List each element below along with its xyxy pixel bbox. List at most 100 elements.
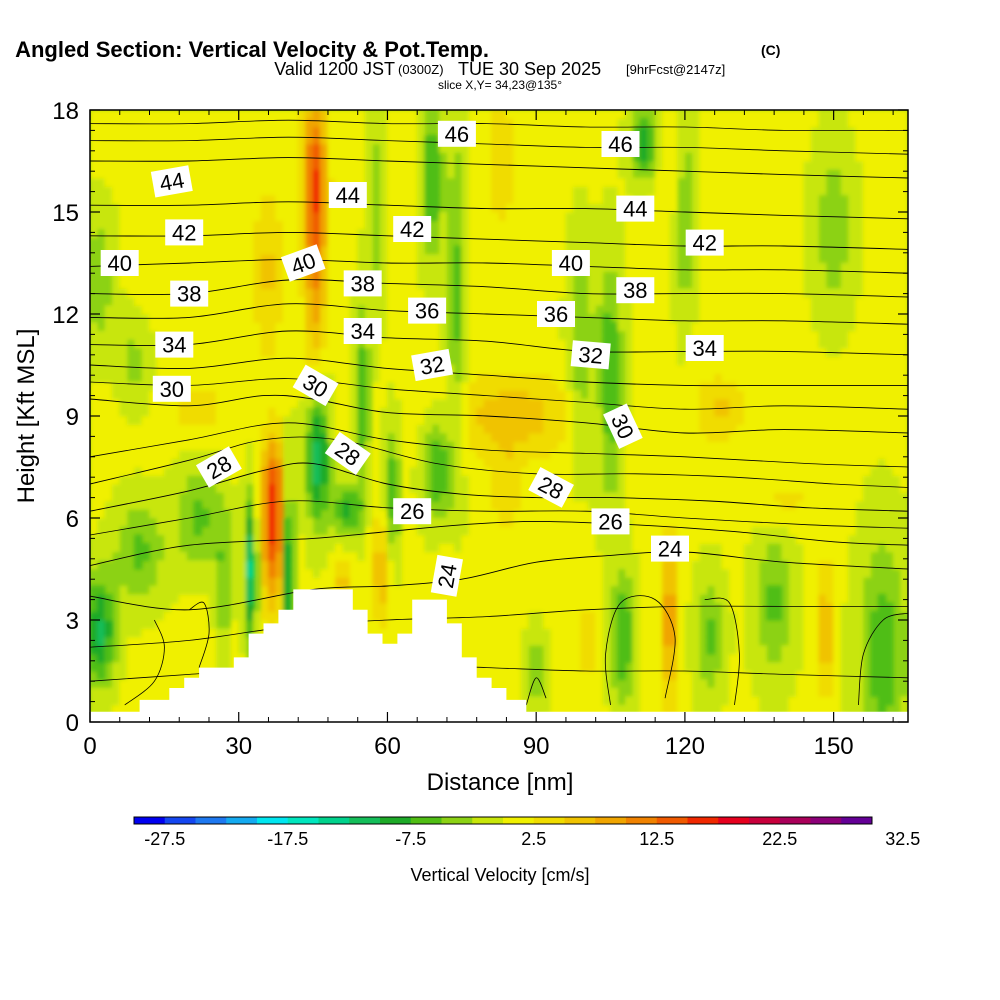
velocity-cell [781,398,790,408]
velocity-cell [833,594,842,604]
velocity-cell [260,381,269,391]
velocity-cell [513,313,522,323]
velocity-cell [149,415,158,425]
velocity-cell [364,628,373,638]
velocity-cell [662,322,671,332]
velocity-cell [595,679,604,689]
velocity-cell [171,602,180,612]
velocity-cell [483,483,492,493]
velocity-cell [803,526,812,536]
velocity-cell [401,611,411,621]
velocity-cell [97,441,106,451]
velocity-cell [245,313,254,323]
velocity-cell [461,432,470,442]
velocity-cell [781,534,790,544]
velocity-cell [468,466,478,476]
velocity-cell [810,509,820,519]
velocity-cell [216,407,225,417]
velocity-cell [253,458,262,468]
velocity-cell [662,449,671,459]
velocity-cell [163,475,173,485]
velocity-cell [684,679,693,689]
velocity-cell [744,407,753,417]
velocity-cell [119,347,128,357]
velocity-cell [342,543,351,553]
velocity-cell [803,330,812,340]
velocity-cell [855,568,864,578]
velocity-cell [178,619,188,629]
velocity-cell [171,415,180,425]
velocity-cell [186,670,195,680]
velocity-cell [401,619,411,629]
velocity-cell [751,628,760,638]
velocity-cell [833,449,842,459]
velocity-cell [848,611,857,621]
velocity-cell [714,483,723,493]
velocity-cell [134,492,143,502]
velocity-cell [662,585,671,595]
velocity-cell [387,322,396,332]
velocity-cell [825,670,835,680]
velocity-cell [528,313,537,323]
velocity-cell [439,373,448,383]
velocity-cell [260,347,269,357]
velocity-cell [610,373,619,383]
velocity-cell [654,500,663,510]
velocity-cell [163,322,173,332]
velocity-cell [565,594,574,604]
velocity-cell [260,611,269,621]
velocity-cell [163,670,173,680]
velocity-cell [416,585,426,595]
velocity-cell [90,398,98,408]
velocity-cell [104,313,113,323]
velocity-cell [788,551,797,561]
velocity-cell [483,611,492,621]
velocity-cell [357,424,366,434]
velocity-cell [387,500,396,510]
velocity-cell [253,305,262,315]
velocity-cell [677,373,686,383]
velocity-cell [119,492,128,502]
velocity-cell [275,585,284,595]
velocity-cell [327,296,336,306]
velocity-cell [744,398,753,408]
velocity-cell [818,500,827,510]
velocity-cell [870,670,879,680]
velocity-cell [632,475,641,485]
velocity-cell [446,509,455,519]
velocity-cell [216,373,225,383]
velocity-cell [90,551,98,561]
velocity-cell [134,543,143,553]
velocity-cell [877,492,887,502]
velocity-cell [773,356,782,366]
velocity-cell [736,483,745,493]
velocity-cell [90,696,98,706]
velocity-cell [773,347,782,357]
velocity-cell [758,500,768,510]
velocity-cell [178,662,188,672]
velocity-cell [498,509,507,519]
velocity-cell [535,449,545,459]
velocity-cell [520,594,530,604]
velocity-cell [773,322,782,332]
velocity-cell [833,296,842,306]
velocity-cell [513,602,522,612]
velocity-cell [379,390,388,400]
velocity-cell [662,415,671,425]
velocity-cell [721,645,730,655]
velocity-cell [149,407,158,417]
velocity-cell [818,517,827,527]
velocity-cell [751,466,760,476]
velocity-cell [550,381,559,391]
velocity-cell [223,322,232,332]
velocity-cell [260,509,269,519]
velocity-cell [149,305,158,315]
velocity-cell [535,381,545,391]
velocity-cell [468,594,478,604]
velocity-cell [468,458,478,468]
velocity-cell [230,509,240,519]
velocity-cell [439,483,448,493]
velocity-cell [90,662,98,672]
velocity-cell [171,424,180,434]
velocity-cell [840,619,849,629]
